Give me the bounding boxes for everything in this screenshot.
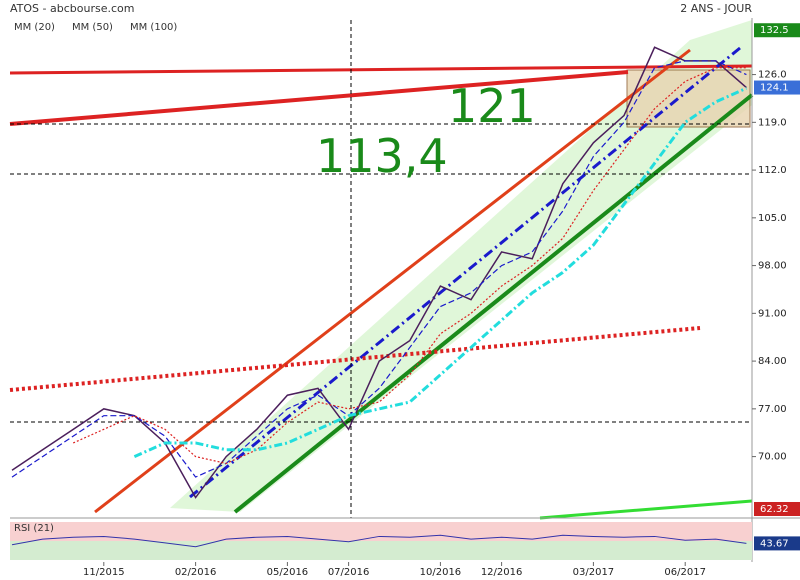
- x-tick-label: 11/2015: [83, 567, 125, 578]
- rsi-marker: [754, 536, 800, 551]
- x-tick-label: 12/2016: [481, 567, 523, 578]
- x-tick-label: 06/2017: [664, 567, 706, 578]
- trend-line: [9, 326, 701, 392]
- legend-entry: MM (20): [14, 22, 55, 33]
- y-tick-label: 98.00: [758, 261, 787, 272]
- legend-entry: MM (100): [130, 22, 177, 33]
- legend-entry: MM (50): [72, 22, 113, 33]
- price-marker-label: 132.5: [760, 25, 789, 36]
- y-tick-label: 70.00: [758, 452, 787, 463]
- y-tick-label: 126.0: [758, 70, 787, 81]
- price-marker-label: 124.1: [760, 83, 789, 94]
- y-tick-label: 84.00: [758, 356, 787, 367]
- x-tick-label: 10/2016: [420, 567, 462, 578]
- chart-title: ATOS - abcbourse.com: [10, 2, 134, 15]
- price-line: [133, 86, 748, 458]
- range-box: [626, 69, 751, 128]
- x-tick-label: 02/2016: [175, 567, 217, 578]
- price-marker: [754, 23, 800, 38]
- y-tick-label: 119.0: [758, 117, 787, 128]
- y-tick-label: 91.00: [758, 308, 787, 319]
- y-tick-label: 105.0: [758, 213, 787, 224]
- trend-line: [9, 70, 629, 126]
- x-tick-label: 03/2017: [573, 567, 615, 578]
- annotation: 113,4: [316, 129, 448, 183]
- price-line: [11, 60, 747, 478]
- price-marker: [754, 80, 800, 95]
- trend-line: [233, 93, 754, 514]
- rsi-label: RSI (21): [14, 523, 54, 534]
- rsi-overbought: [10, 522, 752, 541]
- x-tick-label: 05/2016: [267, 567, 309, 578]
- price-line: [11, 534, 747, 548]
- x-tick-label: 07/2016: [328, 567, 370, 578]
- rsi-oversold: [10, 541, 752, 560]
- y-tick-label: 77.00: [758, 404, 787, 415]
- price-marker-label: 62.32: [760, 504, 789, 515]
- price-marker: [754, 501, 800, 516]
- trend-line: [539, 499, 753, 520]
- trend-line: [189, 46, 741, 499]
- price-line: [11, 46, 747, 499]
- annotation: 121: [448, 79, 536, 133]
- period-label: 2 ANS - JOUR: [680, 2, 752, 15]
- rsi-marker-label: 43.67: [760, 538, 789, 549]
- trend-line: [94, 48, 691, 514]
- y-tick-label: 112.0: [758, 165, 787, 176]
- trend-line: [9, 64, 753, 75]
